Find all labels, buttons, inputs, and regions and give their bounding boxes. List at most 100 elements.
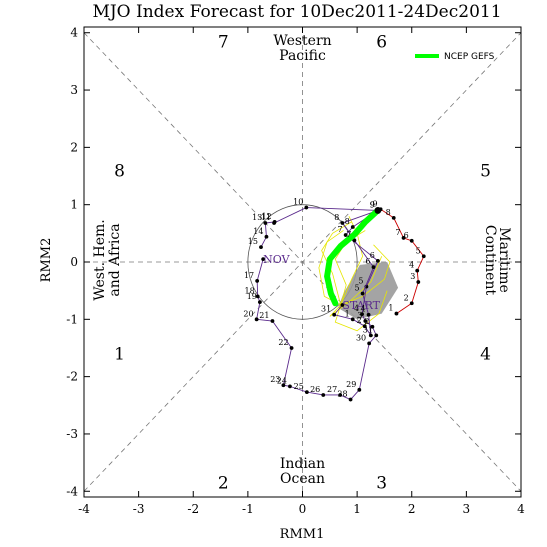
region-label-right: Maritime bbox=[496, 227, 512, 293]
point-label: 4 bbox=[361, 305, 366, 314]
data-point bbox=[288, 384, 292, 389]
x-tick-label: -3 bbox=[133, 502, 145, 516]
region-label-left: West. Hem. bbox=[92, 219, 108, 300]
data-point bbox=[350, 225, 355, 229]
point-label: 3 bbox=[410, 272, 415, 281]
point-label: 7 bbox=[338, 225, 343, 234]
point-label: 25 bbox=[294, 382, 304, 391]
data-point bbox=[259, 245, 263, 249]
point-label: 29 bbox=[346, 380, 356, 389]
point-label: 4 bbox=[354, 304, 359, 313]
y-tick-label: -2 bbox=[66, 370, 78, 384]
phase-number: 4 bbox=[480, 345, 491, 365]
y-tick-label: 3 bbox=[70, 83, 78, 97]
data-point bbox=[304, 390, 309, 395]
data-point bbox=[270, 319, 275, 323]
point-label: START bbox=[342, 299, 380, 312]
data-point bbox=[254, 317, 259, 322]
data-point bbox=[272, 219, 277, 224]
y-tick-label: 4 bbox=[70, 26, 78, 40]
data-point bbox=[350, 317, 355, 322]
point-label: 9 bbox=[370, 200, 375, 209]
x-tick-label: 3 bbox=[463, 502, 471, 516]
point-label: 7 bbox=[346, 230, 351, 239]
point-label: 8 bbox=[345, 217, 350, 226]
point-label: 5 bbox=[358, 277, 363, 286]
region-label-right: Continent bbox=[482, 225, 498, 296]
point-label: 31 bbox=[321, 305, 331, 314]
data-point bbox=[257, 300, 262, 305]
data-point bbox=[368, 333, 373, 338]
point-label: 9 bbox=[373, 199, 378, 208]
data-point bbox=[261, 257, 266, 262]
unit-circle bbox=[247, 204, 358, 320]
point-label: 20 bbox=[243, 309, 253, 318]
x-tick-label: -2 bbox=[187, 502, 199, 516]
x-tick-label: 0 bbox=[299, 502, 307, 516]
data-point bbox=[281, 383, 286, 388]
x-tick-label: 1 bbox=[353, 502, 361, 516]
data-point bbox=[367, 341, 372, 346]
data-point bbox=[255, 294, 260, 299]
data-point bbox=[263, 221, 268, 225]
y-axis-label: RMM2 bbox=[39, 238, 54, 283]
point-label: 14 bbox=[253, 227, 263, 236]
point-label: 30 bbox=[356, 333, 366, 342]
ensemble-member-track bbox=[318, 230, 344, 306]
point-label: 10 bbox=[293, 198, 303, 207]
data-point bbox=[363, 319, 368, 323]
point-label: 2 bbox=[404, 293, 409, 302]
data-point bbox=[371, 265, 376, 270]
y-tick-label: 1 bbox=[70, 198, 78, 212]
x-tick-label: 2 bbox=[408, 502, 416, 516]
y-tick-label: -3 bbox=[66, 427, 78, 441]
point-label: 5 bbox=[354, 284, 359, 293]
legend: NCEP GEFS bbox=[415, 52, 495, 62]
point-label: 26 bbox=[310, 385, 320, 394]
point-label: 8 bbox=[386, 208, 391, 217]
data-point bbox=[338, 393, 343, 397]
phase-number: 1 bbox=[114, 345, 125, 365]
data-point bbox=[394, 311, 399, 316]
point-label: 11 bbox=[261, 213, 271, 222]
region-label-bottom: Ocean bbox=[280, 471, 325, 487]
data-point bbox=[415, 268, 420, 273]
data-point bbox=[401, 236, 406, 240]
data-point bbox=[375, 258, 380, 263]
x-tick-label: -4 bbox=[78, 502, 90, 516]
point-label: 3 bbox=[357, 311, 362, 320]
point-label: 21 bbox=[259, 311, 269, 320]
phase-number: 5 bbox=[480, 161, 491, 181]
point-label: 2 bbox=[357, 316, 362, 325]
x-tick-label: -1 bbox=[242, 502, 254, 516]
point-label: 6 bbox=[365, 257, 370, 266]
y-tick-label: 2 bbox=[70, 140, 78, 154]
point-label: 22 bbox=[278, 338, 288, 347]
data-point bbox=[366, 312, 371, 317]
phase-number: 8 bbox=[114, 161, 125, 181]
data-point bbox=[391, 215, 396, 220]
point-label: 2 bbox=[364, 317, 369, 326]
ensemble-member-track bbox=[334, 290, 388, 332]
point-label: 27 bbox=[327, 385, 337, 394]
data-point bbox=[362, 324, 367, 329]
y-tick-label: 0 bbox=[70, 255, 78, 269]
data-point bbox=[340, 221, 345, 225]
ensemble-member-track bbox=[329, 256, 383, 317]
current-day-point bbox=[374, 207, 382, 214]
point-label: 23 bbox=[270, 375, 280, 384]
point-label: 5 bbox=[416, 246, 421, 255]
phase-number: 7 bbox=[218, 32, 229, 52]
data-point bbox=[409, 238, 414, 243]
data-point bbox=[357, 387, 362, 392]
phase-number: 2 bbox=[218, 474, 229, 494]
data-point bbox=[409, 301, 414, 306]
ensemble-member-track bbox=[340, 244, 391, 306]
y-tick-label: -1 bbox=[66, 312, 78, 326]
data-point bbox=[360, 312, 364, 317]
region-label-left: and Africa bbox=[107, 223, 123, 296]
point-label: 24 bbox=[277, 376, 287, 385]
data-point bbox=[374, 333, 379, 338]
